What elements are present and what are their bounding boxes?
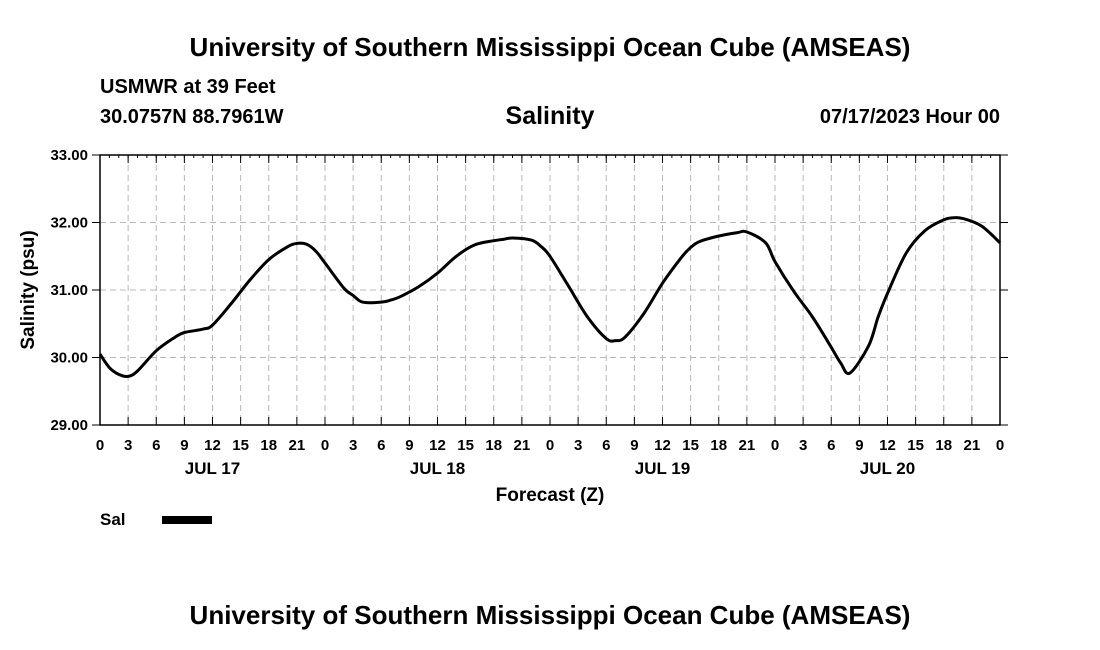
x-tick-label: 3 xyxy=(799,437,807,454)
x-tick-label: 6 xyxy=(827,437,835,454)
y-tick-label: 29.00 xyxy=(50,417,88,434)
x-tick-label: 18 xyxy=(485,437,502,454)
x-tick-label: 0 xyxy=(546,437,554,454)
forecast-datetime: 07/17/2023 Hour 00 xyxy=(819,106,1000,128)
y-tick-label: 31.00 xyxy=(50,282,88,299)
x-day-label: JUL 20 xyxy=(860,459,915,478)
x-tick-label: 6 xyxy=(602,437,610,454)
x-axis-label: Forecast (Z) xyxy=(496,485,605,506)
x-day-label: JUL 17 xyxy=(185,459,240,478)
x-tick-label: 21 xyxy=(739,437,756,454)
x-tick-label: 0 xyxy=(321,437,329,454)
x-tick-label: 21 xyxy=(964,437,981,454)
variable-title: Salinity xyxy=(505,102,595,130)
y-tick-label: 32.00 xyxy=(50,215,88,232)
x-tick-label: 21 xyxy=(514,437,531,454)
x-tick-label: 18 xyxy=(260,437,277,454)
x-day-label: JUL 18 xyxy=(410,459,465,478)
x-tick-label: 0 xyxy=(771,437,779,454)
chart-title-bottom: University of Southern Mississippi Ocean… xyxy=(189,600,911,630)
x-tick-label: 3 xyxy=(124,437,132,454)
x-tick-label: 9 xyxy=(855,437,863,454)
x-tick-label: 15 xyxy=(682,437,699,454)
chart-title-top: University of Southern Mississippi Ocean… xyxy=(189,32,911,62)
x-tick-label: 6 xyxy=(152,437,160,454)
legend-swatch xyxy=(162,516,212,524)
x-tick-label: 9 xyxy=(405,437,413,454)
x-tick-label: 0 xyxy=(96,437,104,454)
x-tick-label: 3 xyxy=(574,437,582,454)
station-label: USMWR at 39 Feet xyxy=(100,76,276,98)
x-tick-label: 9 xyxy=(180,437,188,454)
plot-frame xyxy=(99,154,1001,426)
x-tick-label: 12 xyxy=(654,437,671,454)
x-tick-label: 12 xyxy=(204,437,221,454)
coordinates-label: 30.0757N 88.7961W xyxy=(100,106,284,128)
x-tick-label: 15 xyxy=(232,437,249,454)
x-tick-label: 12 xyxy=(429,437,446,454)
x-tick-label: 21 xyxy=(289,437,306,454)
x-tick-label: 9 xyxy=(630,437,638,454)
x-tick-label: 18 xyxy=(935,437,952,454)
x-tick-label: 15 xyxy=(907,437,924,454)
x-tick-label: 0 xyxy=(996,437,1004,454)
series-line-sal xyxy=(98,216,1002,379)
x-tick-label: 6 xyxy=(377,437,385,454)
x-day-label: JUL 19 xyxy=(635,459,690,478)
x-tick-label: 15 xyxy=(457,437,474,454)
legend-series-label: Sal xyxy=(100,510,126,529)
x-tick-label: 18 xyxy=(710,437,727,454)
x-tick-label: 12 xyxy=(879,437,896,454)
y-tick-label: 30.00 xyxy=(50,350,88,367)
y-axis-label: Salinity (psu) xyxy=(18,230,39,349)
y-tick-label: 33.00 xyxy=(50,147,88,164)
x-tick-label: 3 xyxy=(349,437,357,454)
